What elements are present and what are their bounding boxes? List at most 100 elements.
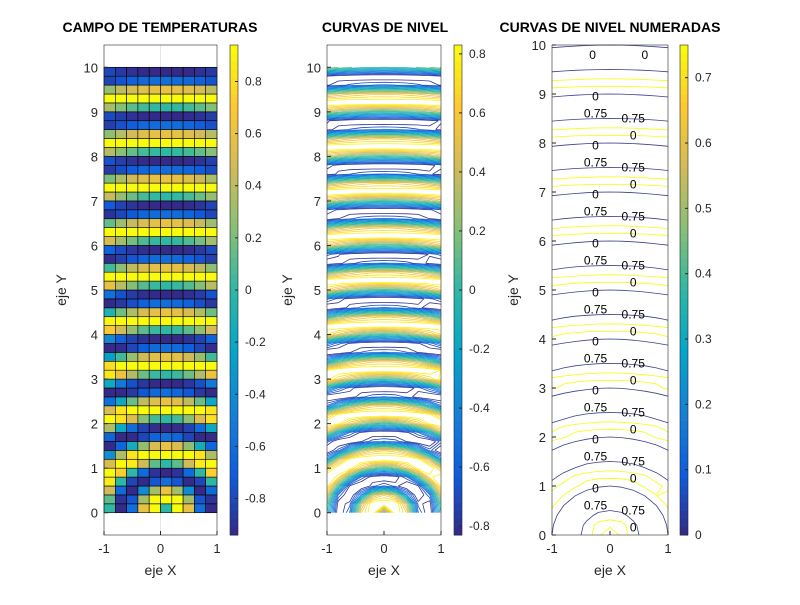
heatmap-cell: [126, 120, 139, 130]
heatmap-cell: [115, 66, 127, 77]
heatmap-cell: [171, 352, 184, 362]
colorbar-segment: [230, 126, 238, 136]
colorbar-segment: [680, 469, 688, 479]
heatmap-cell: [115, 156, 127, 166]
y-tick-label: 2: [539, 430, 546, 445]
colorbar-segment: [680, 126, 688, 136]
colorbar-segment: [230, 151, 238, 160]
heatmap-cell: [182, 503, 195, 514]
heatmap-cell: [171, 218, 184, 228]
contour-label: 0.75: [622, 210, 646, 224]
colorbar-segment: [454, 379, 462, 389]
colorbar-segment: [454, 526, 462, 536]
colorbar-segment: [230, 110, 238, 119]
heatmap-cell: [194, 325, 206, 335]
heatmap-cell: [205, 378, 218, 389]
colorbar-segment: [680, 518, 688, 528]
y-tick-label: 0: [314, 506, 321, 521]
colorbar-segment: [454, 249, 462, 258]
colorbar-segment: [230, 53, 238, 62]
heatmap-cell: [182, 307, 195, 318]
heatmap-cell: [182, 298, 195, 309]
heatmap-cell: [160, 316, 173, 326]
heatmap-cell: [171, 423, 184, 433]
colorbar-segment: [230, 412, 238, 422]
colorbar-segment: [680, 330, 688, 340]
heatmap-cell: [194, 503, 206, 514]
heatmap-cell: [103, 182, 116, 193]
heatmap-cell: [126, 182, 139, 193]
contour-line: [326, 70, 442, 513]
heatmap-cell: [148, 450, 161, 460]
heatmap-cell: [115, 209, 127, 220]
heatmap-cell: [194, 450, 206, 460]
heatmap-cell: [126, 325, 139, 335]
heatmap-cell: [205, 307, 218, 318]
colorbar-segment: [230, 257, 238, 266]
heatmap-cell: [137, 476, 150, 487]
colorbar-tick-label: -0.4: [469, 401, 490, 415]
colorbar-segment: [454, 102, 462, 111]
heatmap-cell: [137, 120, 150, 130]
heatmap-cell: [160, 147, 173, 157]
colorbar-segment: [230, 428, 238, 438]
heatmap-cell: [171, 147, 184, 157]
heatmap-cell: [148, 191, 161, 202]
heatmap-cell: [103, 334, 116, 344]
heatmap-cell: [171, 360, 184, 371]
heatmap-cell: [115, 147, 127, 157]
heatmap-cell: [160, 84, 173, 95]
heatmap-cell: [194, 280, 206, 291]
y-tick-label: 8: [539, 136, 546, 151]
heatmap-cell: [115, 75, 127, 86]
heatmap-cell: [115, 476, 127, 487]
heatmap-cell: [148, 262, 161, 273]
y-tick-label: 2: [91, 417, 98, 432]
colorbar: -0.8 -0.6 -0.4 -0.2 0 0.2 0.4 0.6 0.8: [453, 44, 490, 536]
heatmap-cell: [115, 138, 127, 148]
heatmap-cell: [205, 414, 218, 424]
heatmap-cell: [205, 360, 218, 371]
colorbar-segment: [680, 216, 688, 226]
colorbar-segment: [680, 347, 688, 356]
heatmap-cell: [171, 441, 184, 451]
heatmap-cell: [126, 334, 139, 344]
heatmap-cell: [182, 450, 195, 460]
x-axis-label: eje X: [368, 562, 401, 578]
heatmap-cell: [171, 129, 184, 139]
heatmap-cell: [171, 191, 184, 202]
heatmap-cell: [194, 378, 206, 389]
y-tick-label: 7: [314, 194, 321, 209]
heatmap-cell: [160, 280, 173, 291]
heatmap-cell: [205, 432, 218, 442]
heatmap-cell: [148, 138, 161, 148]
heatmap-cell: [137, 360, 150, 371]
heatmap-cell: [205, 441, 218, 451]
heatmap-cell: [160, 503, 173, 514]
colorbar-tick-label: 0: [695, 528, 702, 542]
heatmap-cell: [137, 423, 150, 433]
heatmap-cell: [148, 476, 161, 487]
heatmap-cell: [103, 111, 116, 122]
x-tick-label: 1: [213, 541, 220, 556]
heatmap-cell: [194, 75, 206, 86]
colorbar-segment: [680, 486, 688, 495]
colorbar-segment: [230, 167, 238, 177]
colorbar-segment: [230, 469, 238, 479]
heatmap-cell: [160, 93, 173, 104]
heatmap-cell: [103, 387, 116, 398]
heatmap-cell: [194, 343, 206, 353]
heatmap-cell: [160, 227, 173, 237]
heatmap-cell: [137, 200, 150, 211]
contour-label: 0.75: [622, 357, 646, 371]
colorbar-segment: [230, 314, 238, 324]
heatmap-cell: [115, 316, 127, 326]
heatmap-cell: [115, 289, 127, 300]
colorbar-segment: [454, 77, 462, 87]
heatmap-cell: [171, 289, 184, 300]
contour-label: 0.75: [584, 401, 608, 415]
colorbar-segment: [454, 273, 462, 283]
colorbar-segment: [454, 290, 462, 299]
